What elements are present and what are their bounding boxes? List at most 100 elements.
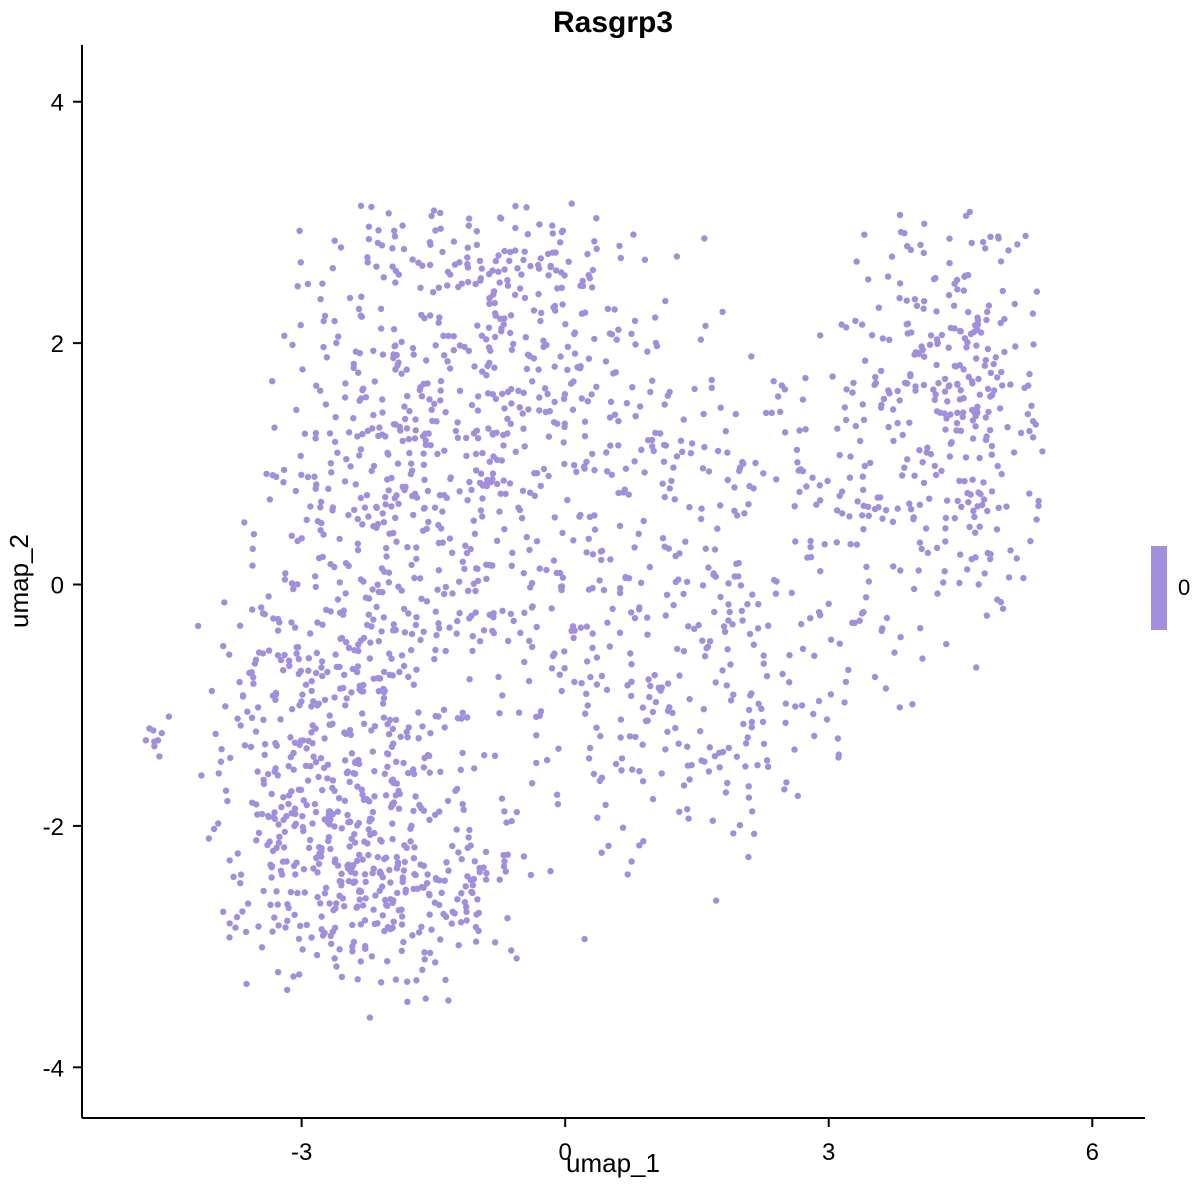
data-point (602, 358, 610, 365)
data-point (412, 621, 420, 629)
data-point (520, 425, 527, 432)
data-point (436, 901, 443, 909)
data-point (531, 492, 538, 499)
data-point (362, 394, 370, 401)
data-point (953, 419, 961, 427)
data-point (395, 805, 403, 812)
data-point (897, 634, 904, 641)
data-point (598, 672, 606, 680)
data-point (485, 324, 493, 331)
data-point (365, 611, 372, 618)
data-point (441, 724, 448, 731)
data-point (369, 870, 376, 877)
data-point (516, 285, 524, 292)
data-point (865, 578, 873, 585)
data-point (721, 628, 729, 635)
data-point (589, 266, 597, 274)
data-point (282, 570, 289, 577)
data-point (676, 550, 683, 557)
data-point (847, 453, 854, 460)
data-point (817, 497, 824, 504)
data-point (449, 842, 456, 850)
data-point (458, 890, 465, 897)
data-point (499, 692, 506, 699)
data-point (395, 359, 402, 366)
data-point (515, 709, 523, 716)
data-point (466, 676, 473, 683)
data-point (861, 231, 868, 238)
data-point (332, 414, 339, 421)
data-point (926, 341, 934, 348)
data-point (368, 953, 376, 960)
data-point (410, 807, 417, 815)
data-point (992, 354, 999, 361)
data-point (288, 705, 296, 713)
data-point (365, 513, 372, 520)
data-point (386, 530, 393, 537)
data-point (274, 772, 281, 779)
data-point (501, 266, 508, 273)
data-point (744, 734, 751, 741)
data-point (863, 563, 870, 570)
data-point (319, 786, 326, 794)
data-point (241, 742, 249, 749)
data-point (477, 470, 485, 477)
data-point (158, 729, 165, 737)
data-point (942, 514, 950, 522)
data-point (266, 838, 273, 845)
legend: 0 (1151, 546, 1190, 630)
data-point (474, 435, 482, 442)
data-point (956, 396, 964, 403)
data-point (589, 551, 597, 558)
data-point (617, 254, 624, 262)
data-point (701, 443, 708, 451)
data-point (457, 766, 464, 773)
data-point (442, 913, 450, 920)
data-point (879, 515, 886, 522)
data-point (496, 279, 503, 286)
data-point (327, 460, 334, 467)
data-point (296, 971, 303, 978)
data-point (938, 467, 945, 475)
data-point (217, 758, 225, 765)
data-point (472, 280, 479, 288)
data-point (431, 400, 438, 407)
data-point (603, 449, 610, 456)
data-point (254, 704, 262, 711)
data-point (1020, 574, 1027, 582)
data-point (594, 814, 601, 821)
data-point (591, 466, 598, 474)
data-point (299, 813, 306, 820)
data-point (406, 407, 413, 415)
data-point (964, 489, 971, 497)
data-point (322, 401, 330, 408)
data-point (587, 673, 594, 681)
data-point (852, 422, 859, 430)
data-point (314, 893, 321, 901)
data-point (300, 866, 308, 873)
data-point (310, 698, 317, 705)
data-point (221, 599, 228, 606)
data-point (907, 506, 915, 513)
data-point (331, 858, 338, 866)
data-point (357, 202, 365, 209)
data-point (745, 706, 753, 714)
data-point (312, 485, 319, 492)
data-point (283, 813, 290, 820)
data-point (680, 416, 687, 423)
data-point (544, 250, 552, 258)
data-point (384, 958, 391, 965)
data-point (501, 858, 508, 865)
data-point (708, 384, 715, 391)
data-point (521, 294, 529, 302)
data-point (490, 453, 497, 460)
data-point (480, 864, 487, 871)
data-point (593, 245, 600, 252)
data-point (982, 245, 989, 252)
data-point (309, 740, 316, 747)
data-point (738, 607, 745, 614)
data-point (520, 389, 527, 396)
data-point (350, 415, 357, 422)
data-point (471, 363, 478, 370)
data-point (437, 936, 444, 943)
